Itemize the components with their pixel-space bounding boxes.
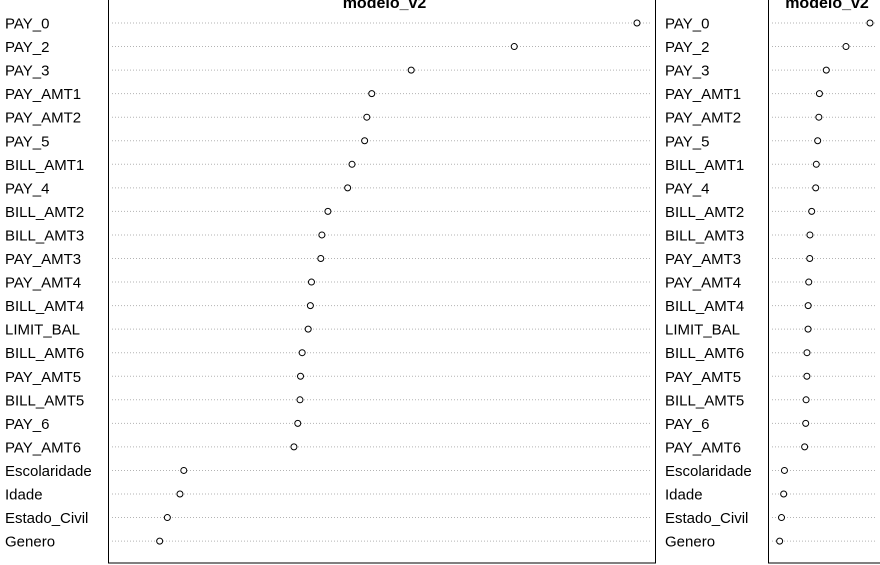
data-point xyxy=(780,490,788,498)
data-point xyxy=(812,184,820,192)
category-label: PAY_AMT4 xyxy=(665,275,741,292)
data-point xyxy=(866,19,874,27)
category-label: LIMIT_BAL xyxy=(665,322,740,339)
category-label: PAY_AMT6 xyxy=(665,439,741,456)
category-label: PAY_AMT2 xyxy=(5,110,81,127)
category-label: Escolaridade xyxy=(5,463,92,480)
category-label: BILL_AMT4 xyxy=(665,298,744,315)
data-point xyxy=(368,90,376,98)
data-point xyxy=(176,490,184,498)
category-label: PAY_AMT4 xyxy=(5,275,81,292)
data-point xyxy=(812,160,820,168)
category-label: PAY_6 xyxy=(665,416,709,433)
category-label: PAY_AMT5 xyxy=(5,369,81,386)
data-point xyxy=(180,466,188,474)
data-point xyxy=(361,137,369,145)
category-label: BILL_AMT6 xyxy=(665,345,744,362)
category-label: PAY_2 xyxy=(665,39,709,56)
category-label: BILL_AMT3 xyxy=(5,227,84,244)
category-label: PAY_AMT5 xyxy=(665,369,741,386)
data-point xyxy=(776,537,784,545)
category-label: PAY_4 xyxy=(665,180,709,197)
panel-frame xyxy=(768,0,880,564)
data-point xyxy=(801,443,809,451)
data-point xyxy=(822,66,830,74)
category-label: Estado_Civil xyxy=(5,510,88,527)
data-point xyxy=(780,466,788,474)
category-label: Escolaridade xyxy=(665,463,752,480)
data-point xyxy=(802,419,810,427)
category-label: PAY_6 xyxy=(5,416,49,433)
data-point xyxy=(363,113,371,121)
data-point xyxy=(324,207,332,215)
category-label: BILL_AMT1 xyxy=(665,157,744,174)
data-point xyxy=(296,396,304,404)
data-point xyxy=(306,302,314,310)
data-point xyxy=(814,137,822,145)
data-point xyxy=(297,372,305,380)
data-point xyxy=(804,325,812,333)
category-label: PAY_AMT3 xyxy=(665,251,741,268)
data-point xyxy=(806,231,814,239)
category-label: PAY_4 xyxy=(5,180,49,197)
category-label: PAY_AMT1 xyxy=(5,86,81,103)
data-point xyxy=(803,349,811,357)
data-point xyxy=(778,514,786,522)
category-label: Genero xyxy=(5,534,55,551)
data-point xyxy=(804,302,812,310)
category-label: BILL_AMT1 xyxy=(5,157,84,174)
category-label: PAY_0 xyxy=(665,16,709,33)
category-label: PAY_0 xyxy=(5,16,49,33)
data-point xyxy=(163,514,171,522)
category-label: PAY_3 xyxy=(665,63,709,80)
category-label: LIMIT_BAL xyxy=(5,322,80,339)
category-label: PAY_AMT2 xyxy=(665,110,741,127)
category-label: PAY_2 xyxy=(5,39,49,56)
data-point xyxy=(808,207,816,215)
data-point xyxy=(842,43,850,51)
category-label: PAY_AMT3 xyxy=(5,251,81,268)
data-point xyxy=(317,255,325,262)
data-point xyxy=(633,19,641,27)
category-label: BILL_AMT2 xyxy=(665,204,744,221)
category-label: PAY_AMT6 xyxy=(5,439,81,456)
category-label: PAY_5 xyxy=(5,133,49,150)
data-point xyxy=(802,396,810,404)
category-label: PAY_3 xyxy=(5,63,49,80)
data-point xyxy=(304,325,312,333)
category-label: Estado_Civil xyxy=(665,510,748,527)
panel-right: modelo_v2 PAY_0 PAY_2 PAY_3 PAY_AMT1 PAY_AMT2… xyxy=(665,0,880,564)
data-point xyxy=(156,537,164,545)
data-point xyxy=(290,443,298,451)
data-point xyxy=(806,255,814,262)
data-point xyxy=(815,113,823,121)
category-label: BILL_AMT3 xyxy=(665,227,744,244)
category-label: Idade xyxy=(5,487,43,504)
panel-frame xyxy=(108,0,656,564)
panel-title: modelo_v2 xyxy=(343,0,427,12)
panel-title: modelo_v2 xyxy=(785,0,869,12)
data-point xyxy=(805,278,813,286)
data-point xyxy=(344,184,352,192)
panel-left: modelo_v2 PAY_0 PAY_2 PAY_3 PAY_AMT1 PAY_AMT2… xyxy=(5,0,656,564)
category-label: BILL_AMT2 xyxy=(5,204,84,221)
data-point xyxy=(318,231,326,239)
category-label: BILL_AMT5 xyxy=(5,392,84,409)
data-point xyxy=(348,160,356,168)
data-point xyxy=(307,278,315,286)
data-point xyxy=(510,43,518,51)
category-label: PAY_5 xyxy=(665,133,709,150)
data-point xyxy=(815,90,823,98)
category-label: BILL_AMT5 xyxy=(665,392,744,409)
category-label: BILL_AMT4 xyxy=(5,298,84,315)
category-label: Idade xyxy=(665,487,703,504)
data-point xyxy=(407,66,415,74)
data-point xyxy=(298,349,306,357)
data-point xyxy=(803,372,811,380)
category-label: Genero xyxy=(665,534,715,551)
data-point xyxy=(294,419,302,427)
category-label: PAY_AMT1 xyxy=(665,86,741,103)
category-label: BILL_AMT6 xyxy=(5,345,84,362)
